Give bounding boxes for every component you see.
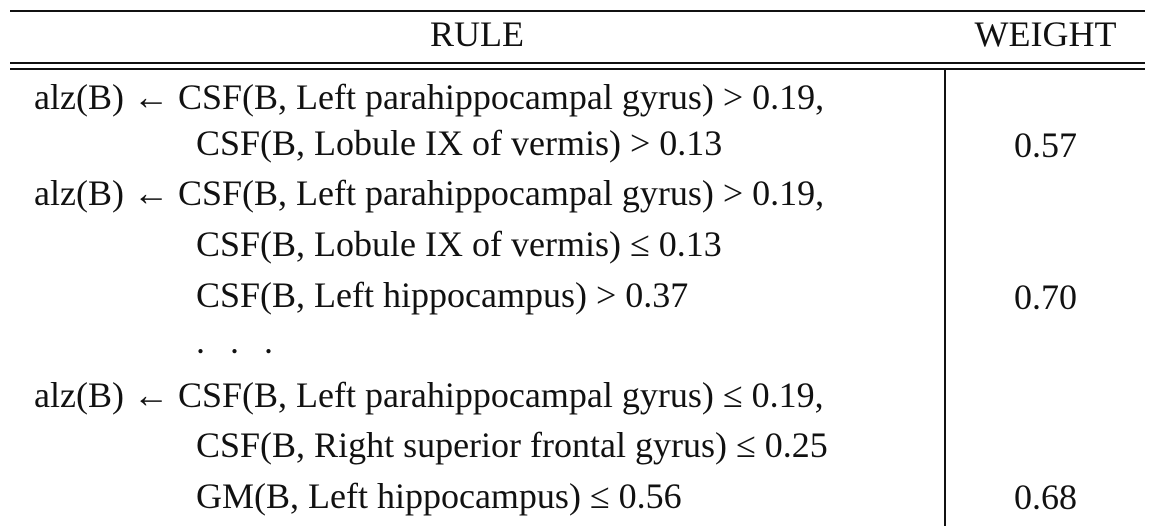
rule-1-head: alz(B) ← CSF(B, Left parahippocampal gyr…	[34, 77, 825, 117]
column-divider	[944, 70, 946, 526]
header-double-rule-bottom	[10, 68, 1145, 70]
rule-3-head: alz(B) ← CSF(B, Left parahippocampal gyr…	[34, 375, 824, 415]
rule-column-header: RULE	[430, 14, 524, 54]
rule-2-weight: 0.70	[1014, 277, 1077, 317]
rule-1-condition-1: CSF(B, Lobule IX of vermis) > 0.13	[196, 123, 723, 163]
rule-3-condition-1: CSF(B, Right superior frontal gyrus) ≤ 0…	[196, 425, 828, 465]
header-double-rule-top	[10, 62, 1145, 64]
rule-1-weight: 0.57	[1014, 125, 1077, 165]
table-top-rule	[10, 10, 1145, 12]
rule-3-condition-2: GM(B, Left hippocampus) ≤ 0.56	[196, 476, 682, 516]
rule-2-condition-2: CSF(B, Left hippocampus) > 0.37	[196, 275, 689, 315]
rule-2-head: alz(B) ← CSF(B, Left parahippocampal gyr…	[34, 173, 825, 213]
rules-ellipsis: . . .	[196, 321, 281, 361]
weight-column-header: WEIGHT	[974, 14, 1117, 54]
rule-2-condition-1: CSF(B, Lobule IX of vermis) ≤ 0.13	[196, 224, 722, 264]
rule-3-weight: 0.68	[1014, 477, 1077, 517]
